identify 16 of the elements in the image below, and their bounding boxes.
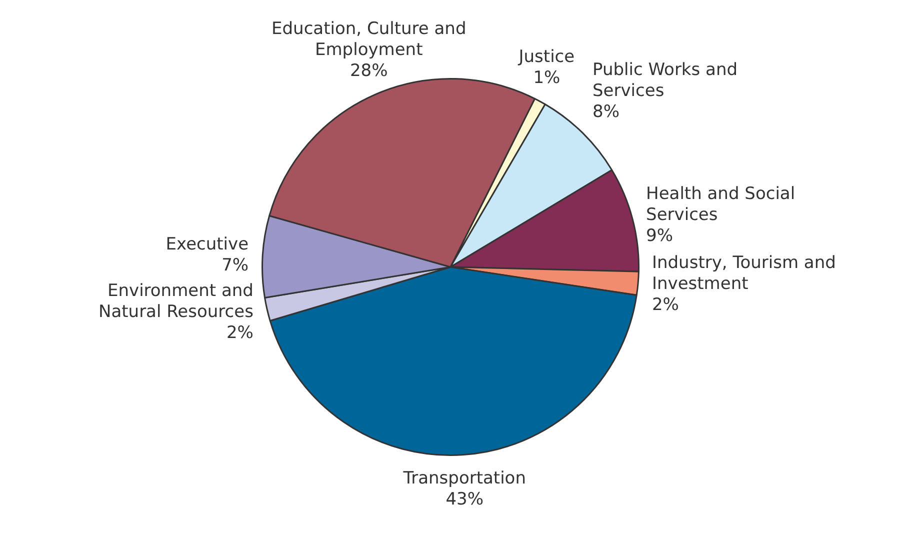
data-label: 43% [446, 490, 484, 510]
data-label: 28% [350, 60, 388, 81]
slice-label: Education, Culture and Employment [272, 18, 466, 60]
slice-label: Industry, Tourism and Investment [652, 253, 836, 294]
data-label: 8% [592, 102, 620, 122]
slice-label: Health and Social Services [646, 184, 796, 225]
data-label: 2% [652, 295, 679, 316]
slice-label: Justice [518, 47, 575, 68]
data-label: 7% [222, 256, 249, 276]
data-label: 1% [533, 68, 560, 88]
slice-label: Public Works and Services [592, 60, 738, 101]
slice-label: Transportation [402, 468, 526, 489]
data-label: 2% [226, 322, 254, 343]
data-label: 9% [646, 226, 674, 246]
slice-label: Executive [166, 234, 249, 255]
slice-label: Environment and Natural Resources [98, 280, 254, 322]
